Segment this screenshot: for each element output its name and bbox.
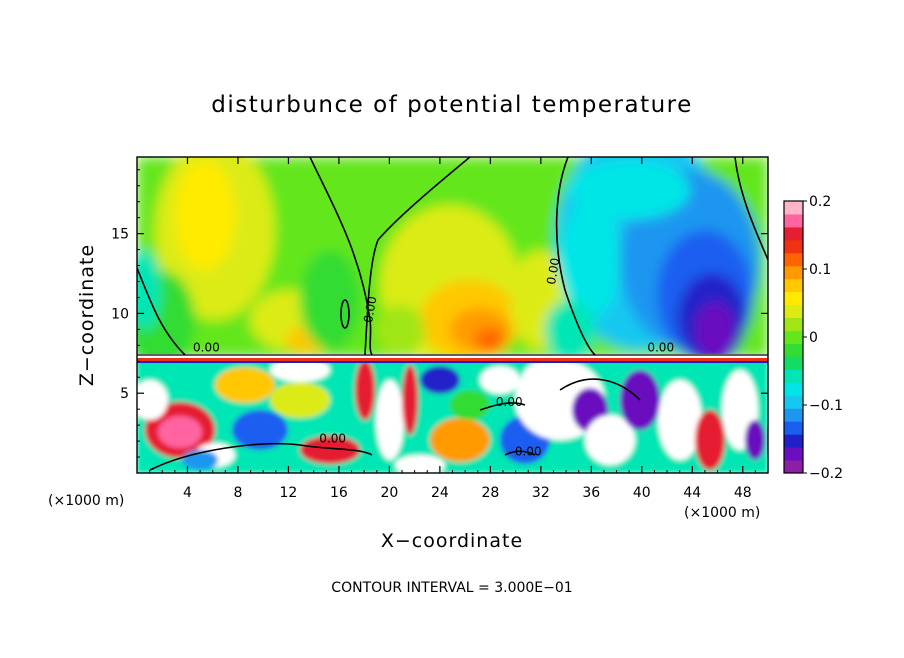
inversion-band	[137, 354, 768, 358]
colorbar-tick-label: −0.2	[809, 466, 843, 482]
y-axis-label: Z−coordinate	[76, 244, 98, 386]
colorbar-swatch	[784, 201, 803, 215]
x-tick-label: 48	[734, 485, 752, 501]
upper-field	[137, 157, 768, 370]
colorbar-swatch	[784, 291, 803, 306]
contour-lines	[137, 157, 768, 471]
y-unit-label: (×1000 m)	[48, 493, 124, 509]
y-tick-label: 10	[111, 306, 129, 322]
x-tick-label: 16	[330, 485, 348, 501]
colorbar-swatch	[784, 382, 803, 396]
colorbar-swatch	[784, 239, 803, 254]
colorbar-swatch	[784, 317, 803, 332]
colorbar-swatch	[784, 265, 803, 280]
colorbar-swatch	[784, 213, 803, 228]
colorbar: 0.2 0.1 0 −0.1 −0.2	[783, 194, 843, 482]
colorbar-swatch	[784, 447, 803, 461]
x-tick-label: 20	[380, 485, 398, 501]
colorbar-swatch	[784, 252, 803, 267]
x-tick-label: 4	[183, 485, 192, 501]
colorbar-swatch	[784, 330, 803, 344]
x-axis-label: X−coordinate	[381, 530, 523, 552]
chart-title: disturbunce of potential temperature	[211, 92, 693, 118]
colorbar-swatch	[784, 304, 803, 319]
plot-area	[137, 157, 768, 473]
contour-label: 0.00	[544, 257, 562, 286]
x-tick-label: 24	[431, 485, 449, 501]
colorbar-swatch	[784, 421, 803, 435]
colorbar-swatch	[784, 460, 803, 474]
contour-label: 0.00	[515, 444, 542, 458]
contour-label: 0.00	[193, 341, 220, 355]
colorbar-swatch	[784, 395, 803, 409]
colorbar-swatch	[784, 343, 803, 357]
contour-interval-note: CONTOUR INTERVAL = 3.000E−01	[331, 580, 572, 596]
colorbar-swatch	[784, 226, 803, 241]
contour-label: 0.00	[496, 395, 523, 409]
colorbar-swatch	[784, 356, 803, 370]
contour-label: 0.00	[319, 432, 346, 446]
colorbar-tick-label: 0.2	[809, 194, 831, 210]
x-tick-label: 12	[280, 485, 298, 501]
y-axis: 5 10 15	[111, 169, 768, 458]
colorbar-tick-label: 0.1	[809, 262, 831, 278]
y-tick-label: 5	[120, 386, 129, 402]
x-tick-label: 8	[233, 485, 242, 501]
colorbar-swatch	[784, 408, 803, 422]
contour-label: 0.00	[647, 341, 674, 355]
x-unit-label: (×1000 m)	[684, 505, 760, 521]
colorbar-swatch	[784, 434, 803, 448]
x-tick-label: 28	[481, 485, 499, 501]
colorbar-swatch	[784, 278, 803, 293]
x-tick-label: 44	[683, 485, 701, 501]
colorbar-tick-label: 0	[809, 330, 818, 346]
x-tick-label: 32	[532, 485, 550, 501]
y-tick-label: 15	[111, 227, 129, 243]
contour-label: 0.00	[361, 295, 379, 324]
x-tick-label: 40	[633, 485, 651, 501]
lower-field	[137, 357, 768, 473]
x-tick-label: 36	[582, 485, 600, 501]
colorbar-tick-label: −0.1	[809, 398, 843, 414]
x-axis: 4 8 12 16 20 24 28 32 36 40 44 48	[149, 157, 756, 501]
colorbar-swatch	[784, 369, 803, 383]
contour-labels: 0.00 0.00 0.00 0.00 0.00 0.00 0.00	[193, 257, 674, 459]
